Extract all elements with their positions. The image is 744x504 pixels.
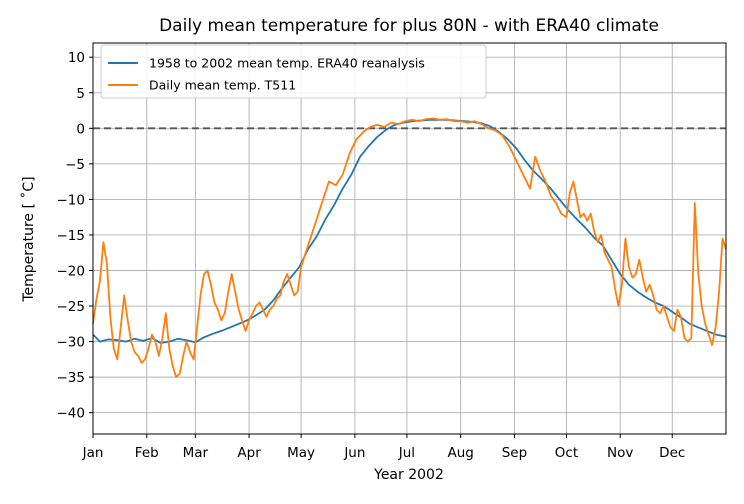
x-tick-label: Oct	[555, 445, 578, 461]
x-tick-label: Jan	[82, 445, 104, 461]
y-tick-label: −25	[57, 299, 86, 315]
y-tick-label: −20	[57, 263, 86, 279]
series-line-era40	[92, 118, 727, 344]
y-tick-label: −5	[65, 157, 85, 173]
x-tick-label: Mar	[183, 445, 209, 461]
y-tick-label: −40	[57, 406, 86, 422]
legend: 1958 to 2002 mean temp. ERA40 reanalysis…	[100, 44, 487, 99]
plot-frame	[92, 42, 727, 435]
legend-label-era40: 1958 to 2002 mean temp. ERA40 reanalysis	[149, 56, 425, 71]
y-axis-ticks: 10 5 0 −5 −10 −15 −20 −25 −30 −35 −40	[57, 50, 93, 422]
y-axis-label: Temperature [ ˚C]	[20, 176, 37, 302]
x-tick-label: Feb	[135, 445, 159, 461]
x-tick-label: May	[287, 445, 315, 461]
legend-label-t511: Daily mean temp. T511	[149, 78, 296, 93]
y-tick-label: 0	[76, 121, 85, 137]
x-tick-label: Sep	[502, 445, 527, 461]
x-tick-label: Jun	[343, 445, 365, 461]
x-tick-label: Apr	[237, 445, 261, 461]
y-tick-label: 10	[68, 50, 85, 66]
grid	[92, 43, 726, 434]
y-tick-label: −10	[57, 192, 86, 208]
y-tick-label: −15	[57, 228, 86, 244]
x-axis-ticks: Jan Feb Mar Apr May Jun Jul Aug Sep Oct Nov Dec	[82, 434, 685, 461]
x-tick-label: Nov	[607, 445, 633, 461]
x-axis-label: Year 2002	[373, 467, 444, 483]
y-tick-label: −35	[57, 370, 86, 386]
y-tick-label: −30	[57, 335, 86, 351]
series-layer	[92, 117, 727, 379]
chart-title: Daily mean temperature for plus 80N - wi…	[159, 16, 659, 36]
x-tick-label: Jul	[398, 445, 415, 461]
series-line-t511	[92, 117, 727, 379]
x-tick-label: Aug	[447, 445, 473, 461]
y-tick-label: 5	[76, 86, 85, 102]
legend-frame	[100, 44, 487, 99]
x-tick-label: Dec	[659, 445, 685, 461]
